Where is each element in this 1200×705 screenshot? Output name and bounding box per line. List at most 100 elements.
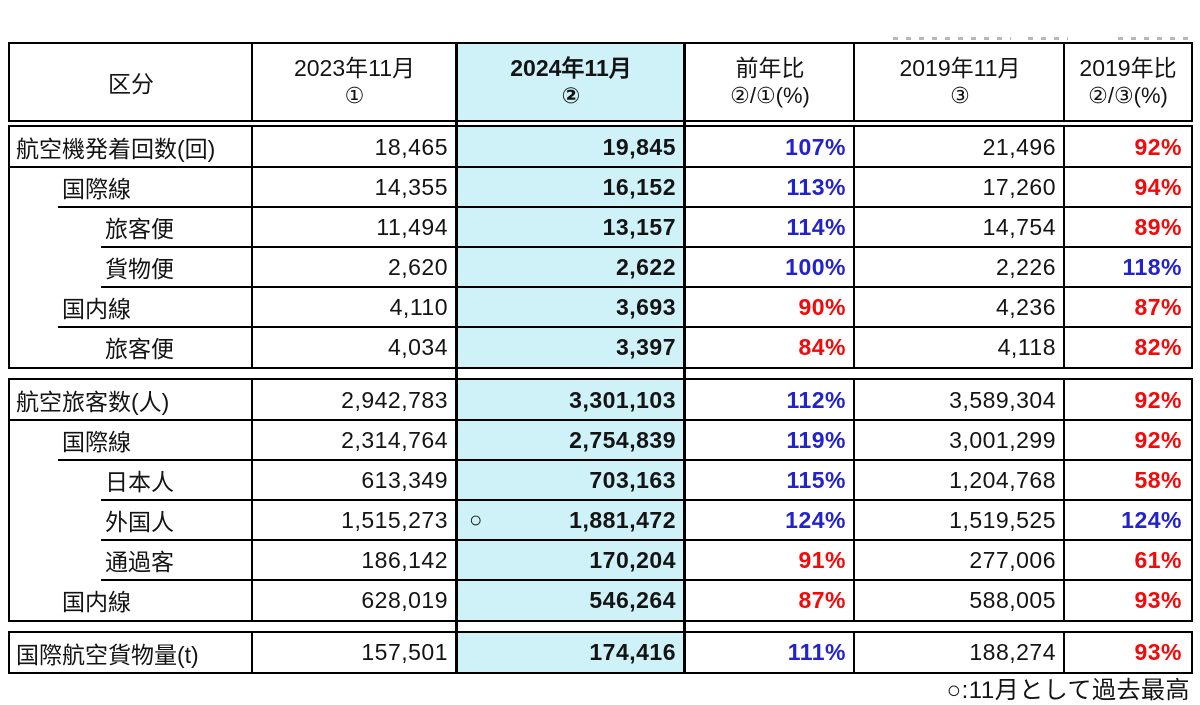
table-row: 日本人 613,349 703,163 115% 1,204,768 58% (10, 460, 1191, 500)
category-cell: 貨物便 (10, 247, 252, 287)
row-separator (101, 579, 1191, 581)
highlight-column-edge (683, 369, 686, 378)
value-2024-cell: 3,301,103 (569, 386, 676, 413)
table-row: 国際航空貨物量(t) 157,501 174,416 111% 188,274 … (10, 633, 1191, 672)
yoy-percent-cell: 91% (798, 546, 846, 573)
category-cell: 旅客便 (10, 207, 252, 247)
highlight-column-edge (683, 122, 686, 125)
column-border (853, 44, 855, 120)
col-header-2024: 2024年11月 ② (457, 44, 685, 120)
value-2019-cell: 1,519,525 (949, 506, 1056, 533)
category-cell: 通過客 (10, 540, 252, 580)
value-2019-cell: 4,236 (995, 293, 1056, 320)
vs2019-percent-cell: 87% (1134, 293, 1182, 320)
value-2024-cell: 1,881,472 (569, 506, 676, 533)
category-cell: 航空旅客数(人) (10, 380, 252, 420)
highlight-column-edge (455, 369, 458, 378)
column-border (251, 44, 253, 120)
value-2023-cell: 186,142 (361, 546, 448, 573)
vs2019-percent-cell: 58% (1134, 466, 1182, 493)
row-label: 国内線 (62, 589, 131, 615)
category-cell: 日本人 (10, 460, 252, 500)
cropped-text-remnant (893, 37, 1011, 40)
yoy-percent-cell: 84% (798, 333, 846, 360)
value-2019-cell: 588,005 (969, 586, 1056, 613)
col-header-category: 区分 (10, 44, 252, 120)
column-border (683, 633, 686, 672)
col-header-yoy: 前年比 ②/①(%) (730, 54, 810, 109)
yoy-percent-cell: 119% (786, 426, 846, 453)
record-high-mark: ○ (469, 507, 483, 532)
category-cell: 旅客便 (10, 327, 252, 367)
value-2023-cell: 18,465 (374, 133, 448, 160)
vs2019-percent-cell: 92% (1134, 133, 1182, 160)
yoy-percent-cell: 113% (786, 173, 846, 200)
column-border (683, 380, 686, 620)
vs2019-percent-cell: 61% (1134, 546, 1182, 573)
value-2023-cell: 628,019 (361, 586, 448, 613)
yoy-percent-cell: 90% (798, 293, 846, 320)
category-cell: 国内線 (10, 287, 252, 327)
column-border (455, 380, 458, 620)
vs2019-percent-cell: 92% (1134, 386, 1182, 413)
header-row: 区分 2023年11月 ① 2024年11月 ② 前年比 ②/①(%) 2019… (10, 44, 1191, 120)
cropped-text-remnant (1118, 37, 1196, 40)
value-2023-cell: 2,942,783 (341, 386, 448, 413)
value-2023-cell: 1,515,273 (341, 506, 448, 533)
row-label: 航空旅客数(人) (16, 389, 170, 415)
row-separator (101, 246, 1191, 248)
table-row: 旅客便 11,494 13,157 114% 14,754 89% (10, 207, 1191, 247)
value-2023-cell: 14,355 (374, 173, 448, 200)
row-separator (101, 499, 1191, 501)
column-border (455, 633, 458, 672)
row-label: 航空機発着回数(回) (16, 136, 216, 162)
value-2019-cell: 3,589,304 (949, 386, 1056, 413)
column-border (683, 44, 686, 120)
column-border (1063, 44, 1065, 120)
column-border (1063, 127, 1065, 367)
table-header: 区分 2023年11月 ① 2024年11月 ② 前年比 ②/①(%) 2019… (8, 42, 1193, 122)
value-2023-cell: 4,110 (389, 293, 448, 320)
highlight-column-edge (455, 622, 458, 631)
category-cell: 外国人 (10, 500, 252, 540)
highlight-column-edge (683, 622, 686, 631)
row-separator (58, 459, 1191, 461)
table-row: 通過客 186,142 170,204 91% 277,006 61% (10, 540, 1191, 580)
col-header-vs2019: 2019年比 ②/③(%) (1079, 54, 1177, 109)
row-separator (101, 286, 1191, 288)
yoy-percent-cell: 124% (785, 506, 846, 533)
column-border (853, 380, 855, 620)
row-label: 外国人 (105, 509, 174, 535)
yoy-percent-cell: 100% (785, 253, 846, 280)
category-cell: 国内線 (10, 580, 252, 620)
table-block-cargo: 国際航空貨物量(t) 157,501 174,416 111% 188,274 … (8, 631, 1193, 674)
row-label: 通過客 (105, 549, 174, 575)
value-2024-cell: 703,163 (589, 466, 676, 493)
column-border (455, 44, 458, 120)
category-cell: 国際航空貨物量(t) (10, 633, 252, 672)
vs2019-percent-cell: 118% (1122, 253, 1182, 280)
column-border (683, 127, 686, 367)
value-2019-cell: 188,274 (969, 639, 1056, 665)
category-cell: 国際線 (10, 420, 252, 460)
cropped-text-remnant (1028, 37, 1068, 40)
vs2019-percent-cell: 124% (1121, 506, 1182, 533)
category-cell: 航空機発着回数(回) (10, 127, 252, 167)
table-row: 国内線 4,110 3,693 90% 4,236 87% (10, 287, 1191, 327)
value-2024-cell: 174,416 (589, 639, 676, 665)
column-border (1063, 380, 1065, 620)
value-2024-cell: 546,264 (589, 586, 676, 613)
category-header-label: 区分 (108, 71, 154, 97)
column-border (251, 127, 253, 367)
yoy-percent-cell: 112% (786, 386, 846, 413)
value-2019-cell: 17,260 (982, 173, 1056, 200)
row-separator (10, 166, 1191, 168)
value-2023-cell: 11,494 (376, 213, 448, 240)
table-row: 航空旅客数(人) 2,942,783 3,301,103 112% 3,589,… (10, 380, 1191, 420)
value-2023-cell: 4,034 (387, 333, 448, 360)
row-separator (58, 326, 1191, 328)
row-label: 国内線 (62, 296, 131, 322)
column-border (1063, 633, 1065, 672)
row-separator (101, 539, 1191, 541)
column-border (853, 127, 855, 367)
